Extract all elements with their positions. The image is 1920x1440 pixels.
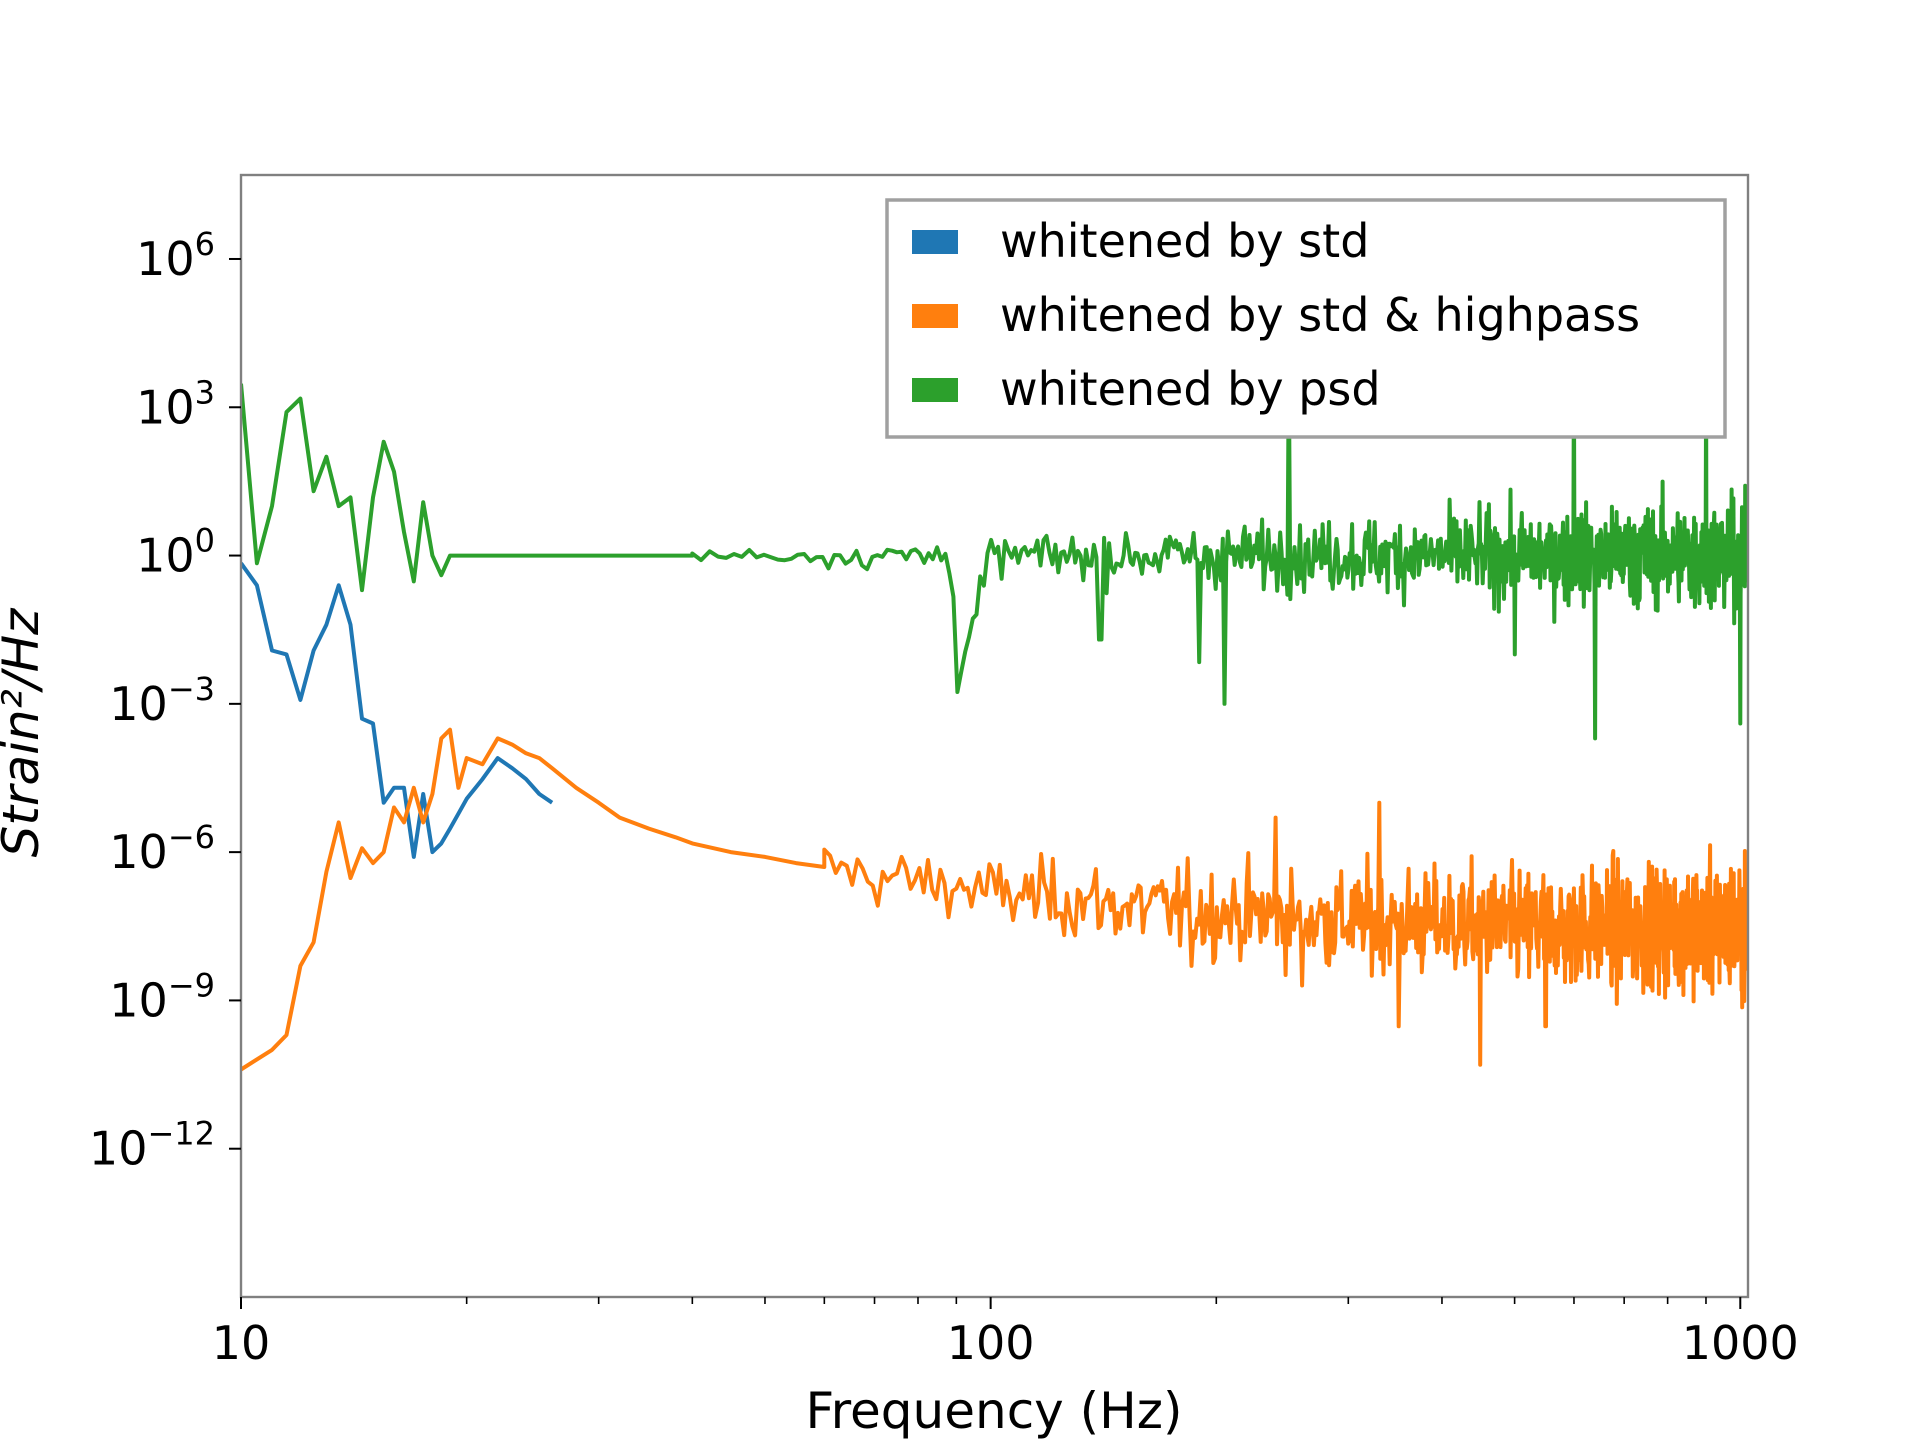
y-tick-label: 10−6 [109,818,215,879]
x-tick-label: 10 [212,1316,271,1370]
y-tick-label: 10−12 [89,1115,215,1176]
legend-frame [885,198,1727,439]
legend-label-std: whitened by std [1000,214,1369,268]
y-tick-label: 10−3 [109,670,215,731]
y-tick-label: 106 [136,225,215,286]
legend-swatch-std-highpass [912,304,958,328]
x-axis-ticks: 10 100 1000 [212,1297,1799,1370]
y-tick-label: 10−9 [109,966,215,1027]
y-axis-ticks: 106 103 100 10−3 10−6 10−9 10−12 [89,225,241,1176]
y-axis-label-text: Strain²/Hz [0,607,50,858]
x-axis-label: Frequency (Hz) [805,1382,1182,1440]
legend-item-std: whitened by std [912,214,1369,268]
series-line-2 [241,727,1748,1072]
legend-swatch-psd [912,378,958,402]
legend: whitened by std whitened by std & highpa… [885,198,1727,439]
legend-swatch-std [912,230,958,254]
x-tick-label: 100 [947,1316,1035,1370]
legend-label-psd: whitened by psd [1000,362,1381,416]
series-line-3 [241,360,1748,741]
y-tick-label: 100 [136,522,215,583]
legend-item-psd: whitened by psd [912,362,1381,416]
series-layer [241,360,1748,1072]
legend-item-std-highpass: whitened by std & highpass [912,288,1640,342]
y-tick-label: 103 [136,373,215,434]
plot-frame [239,173,1750,1299]
y-axis-label: Strain²/Hz [0,607,50,858]
legend-label-std-highpass: whitened by std & highpass [1000,288,1640,342]
series-line-1 [241,562,554,859]
x-tick-label: 1000 [1682,1316,1799,1370]
